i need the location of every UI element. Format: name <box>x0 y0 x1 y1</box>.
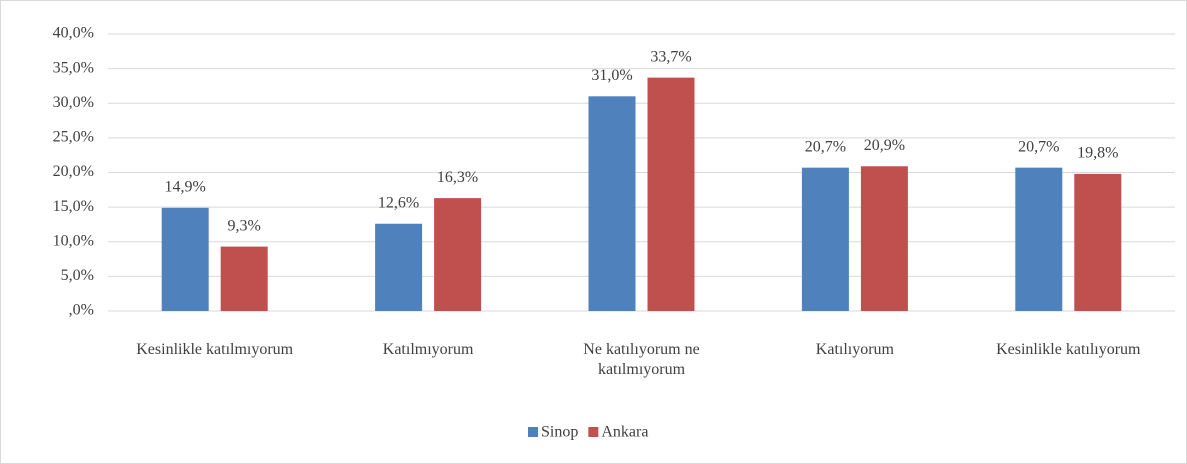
bar <box>647 77 695 311</box>
data-label: 20,7% <box>1018 138 1059 155</box>
legend-swatch <box>588 427 599 437</box>
x-tick-label: Kesinlikle katılmıyorum <box>136 341 294 358</box>
bar <box>1015 167 1063 311</box>
y-tick-label: 25,0% <box>53 129 94 146</box>
y-tick-label: 5,0% <box>61 267 94 284</box>
bar <box>588 96 636 311</box>
data-label: 9,3% <box>228 217 261 234</box>
y-tick-label: 20,0% <box>53 163 94 180</box>
y-tick-label: 10,0% <box>53 232 94 249</box>
x-tick-label: Katılıyorum <box>815 341 894 358</box>
data-label: 14,9% <box>165 178 206 195</box>
data-label: 16,3% <box>437 169 478 186</box>
data-label: 20,9% <box>864 137 905 154</box>
y-tick-label: 30,0% <box>53 94 94 111</box>
x-tick-label: Kesinlikle katılıyorum <box>996 341 1141 358</box>
bar <box>161 207 209 311</box>
bar <box>434 198 482 311</box>
legend-swatch <box>528 427 538 437</box>
data-label: 31,0% <box>591 67 632 84</box>
legend-label: Sinop <box>541 424 578 441</box>
y-tick-label: 35,0% <box>53 59 94 76</box>
bar <box>860 166 908 311</box>
data-label: 19,8% <box>1077 145 1118 162</box>
bar <box>1074 173 1122 311</box>
data-label: 12,6% <box>378 194 419 211</box>
y-tick-label: 15,0% <box>53 198 94 215</box>
y-tick-label: 40,0% <box>53 25 94 42</box>
x-tick-label: Ne katılıyorum ne katılmıyorum <box>583 341 700 378</box>
data-label: 20,7% <box>805 138 846 155</box>
legend-label: Ankara <box>601 424 648 441</box>
x-tick-label: Katılmıyorum <box>382 341 474 358</box>
bar <box>801 167 849 311</box>
bar <box>220 246 268 311</box>
y-tick-label: ,0% <box>69 302 94 319</box>
bar <box>375 223 423 311</box>
data-label: 33,7% <box>650 48 691 65</box>
